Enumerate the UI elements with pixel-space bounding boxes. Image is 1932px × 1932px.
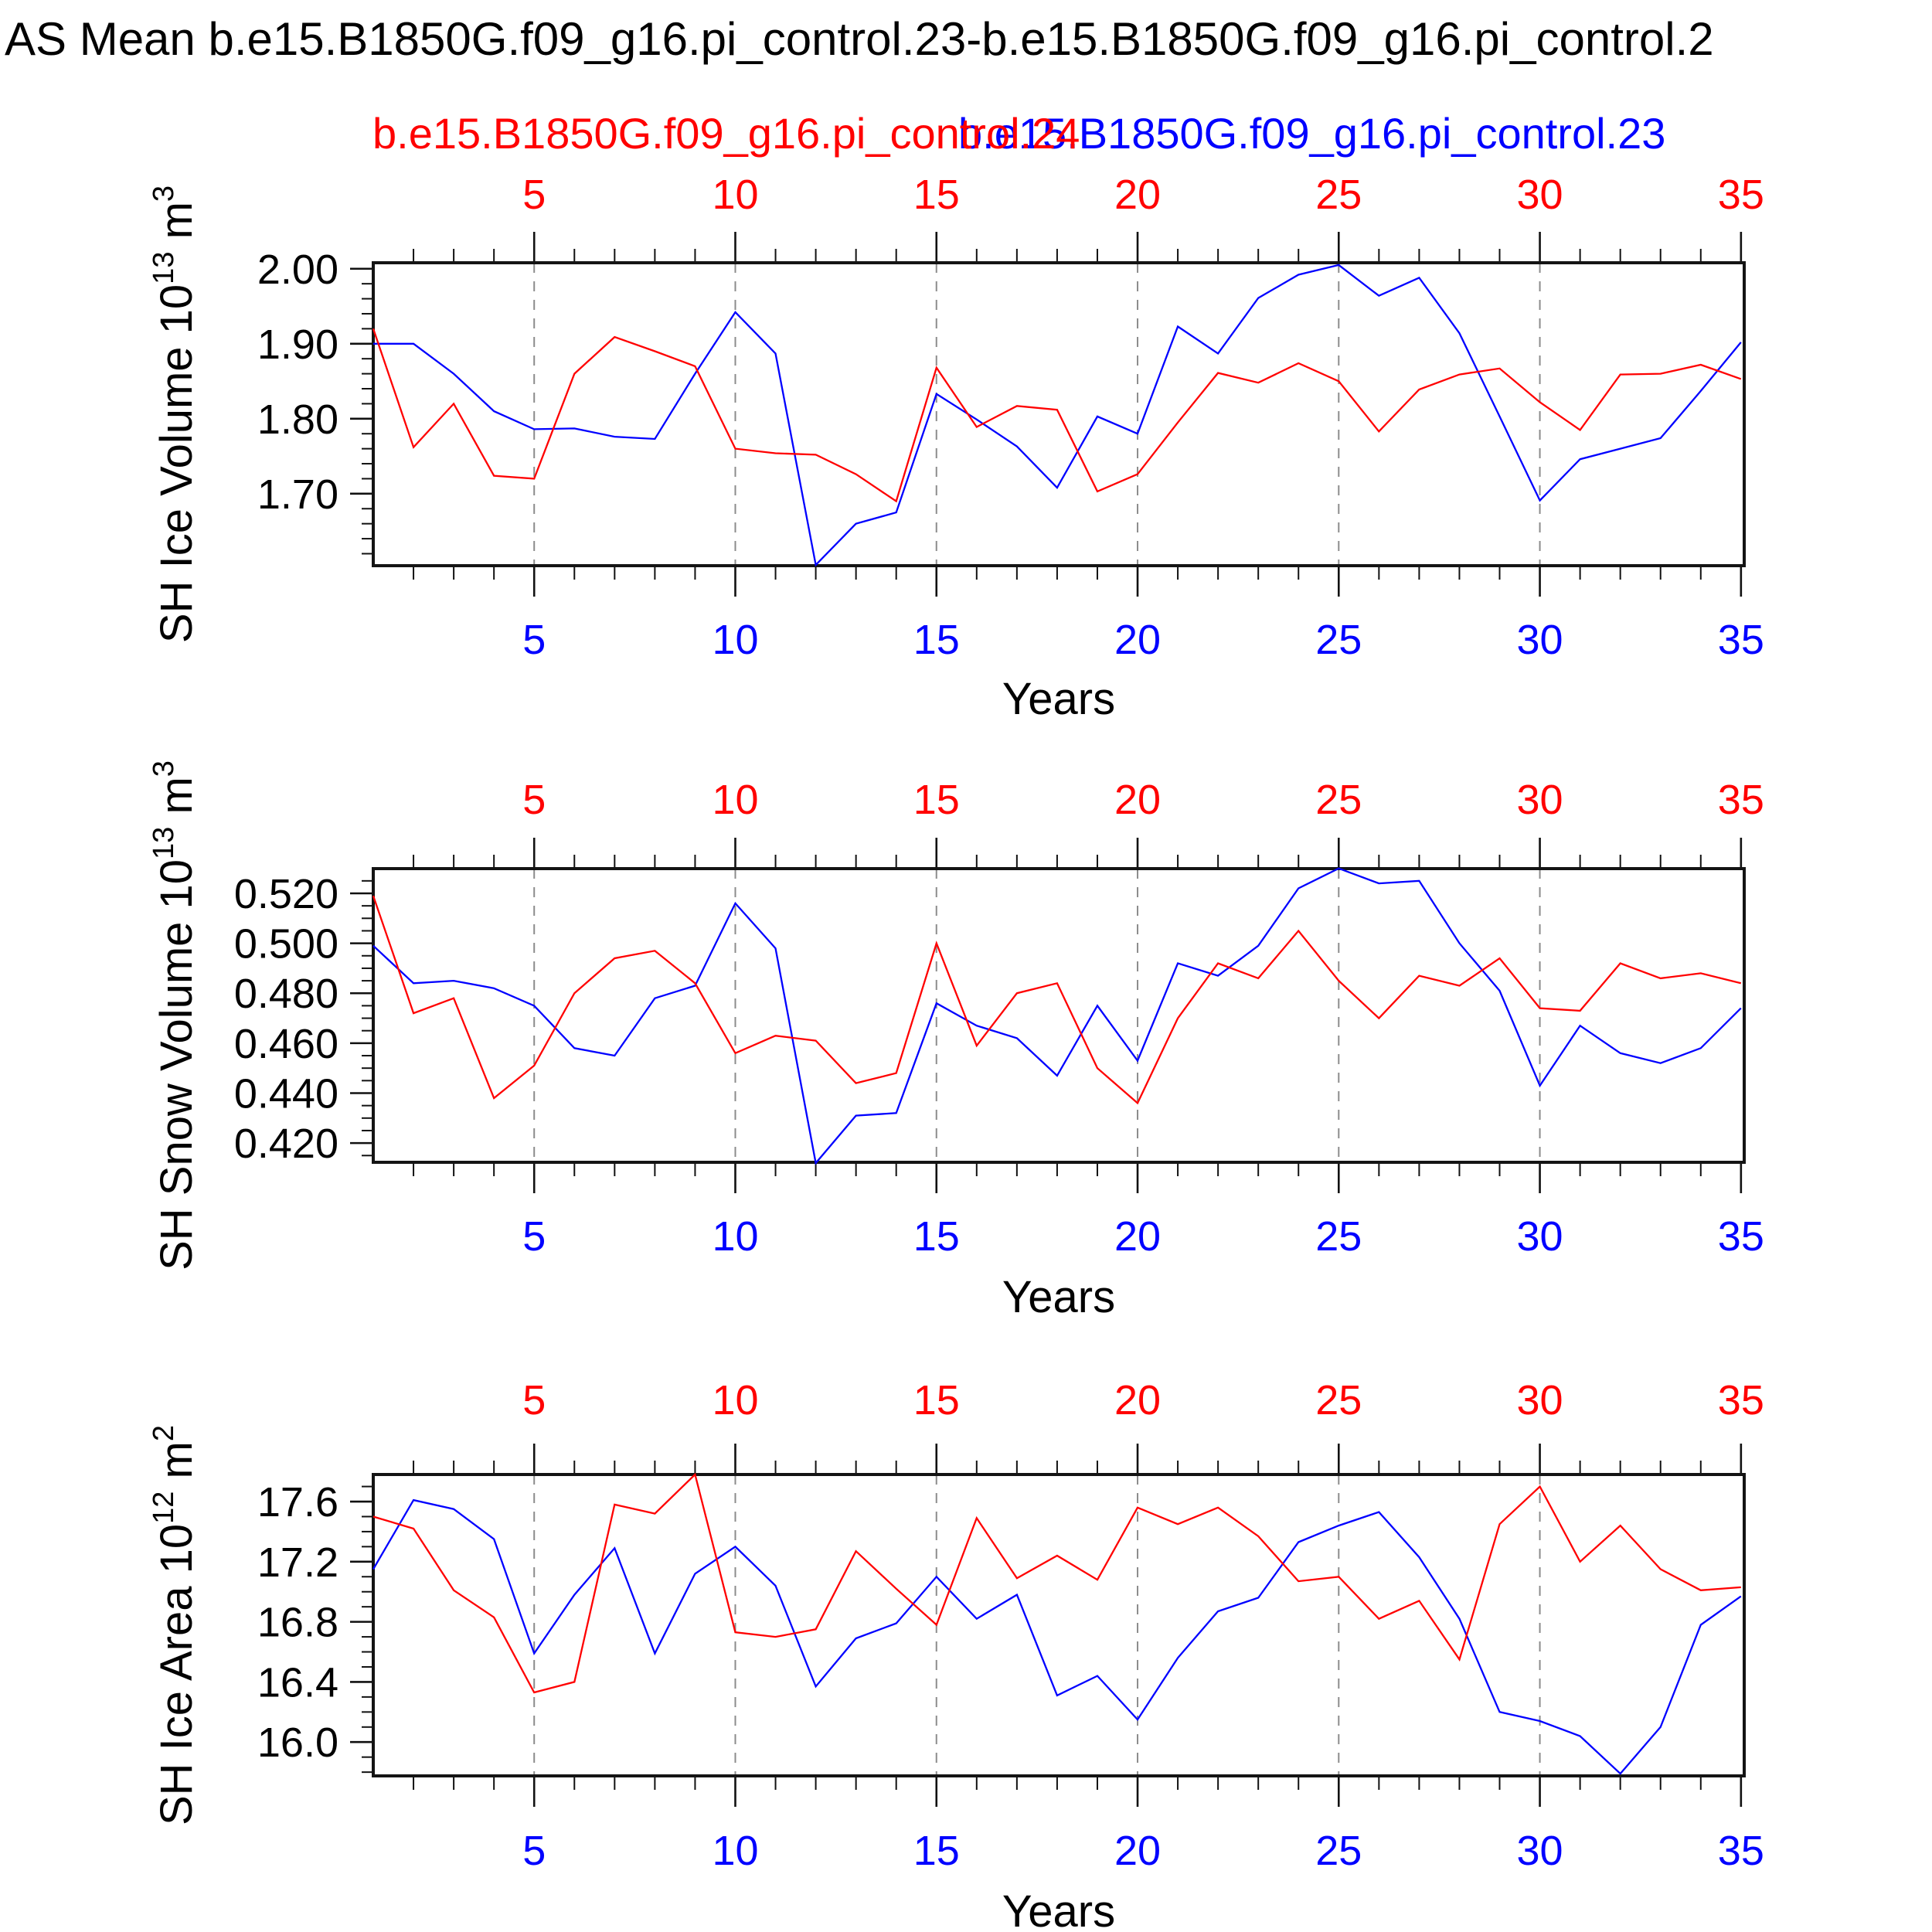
plot-box <box>372 261 1746 567</box>
ytick-label: 0.440 <box>234 1070 338 1117</box>
xtick-label-bottom: 25 <box>1315 1828 1362 1874</box>
ytick-label: 17.2 <box>257 1539 338 1586</box>
xtick-label-top: 35 <box>1718 1377 1764 1423</box>
series-control24-line <box>372 895 1742 1105</box>
xtick-label-top: 35 <box>1718 777 1764 823</box>
legend-label-control23: b.e15.B1850G.f09_g16.pi_control.23 <box>958 109 1666 158</box>
xtick-label-bottom: 35 <box>1718 1828 1764 1874</box>
ytick-label: 0.460 <box>234 1021 338 1067</box>
xtick-label-bottom: 5 <box>522 1828 546 1874</box>
xtick-label-top: 10 <box>712 172 758 218</box>
ytick-label: 16.4 <box>257 1659 338 1706</box>
xtick-label-top: 15 <box>913 777 960 823</box>
xtick-label-bottom: 15 <box>913 1213 960 1260</box>
xtick-label-top: 5 <box>522 777 546 823</box>
xtick-label-bottom: 25 <box>1315 617 1362 663</box>
xtick-label-bottom: 15 <box>913 1828 960 1874</box>
xtick-label-top: 5 <box>522 1377 546 1423</box>
yaxis-title: SH Snow Volume 1013 m3 <box>148 760 202 1270</box>
xtick-label-bottom: 20 <box>1114 1213 1161 1260</box>
ytick-label: 0.500 <box>234 921 338 968</box>
xaxis-title: Years <box>1002 1272 1115 1322</box>
xtick-label-top: 20 <box>1114 172 1161 218</box>
xtick-label-top: 20 <box>1114 1377 1161 1423</box>
ytick-label: 17.6 <box>257 1479 338 1526</box>
series-control24-line <box>372 328 1742 503</box>
xaxis-title: Years <box>1002 1886 1115 1932</box>
xtick-label-top: 30 <box>1517 172 1563 218</box>
series-control23-line <box>373 264 1742 567</box>
xtick-label-top: 30 <box>1517 777 1563 823</box>
xtick-label-bottom: 35 <box>1718 1213 1764 1260</box>
plot-box <box>372 867 1746 1164</box>
xtick-label-top: 35 <box>1718 172 1764 218</box>
xtick-label-bottom: 10 <box>712 617 758 663</box>
xtick-label-bottom: 10 <box>712 1828 758 1874</box>
xtick-label-bottom: 5 <box>522 1213 546 1260</box>
xtick-label-top: 5 <box>522 172 546 218</box>
xtick-label-top: 25 <box>1315 777 1362 823</box>
ytick-label: 16.8 <box>257 1600 338 1646</box>
xtick-label-bottom: 20 <box>1114 1828 1161 1874</box>
xtick-label-bottom: 25 <box>1315 1213 1362 1260</box>
xtick-label-top: 10 <box>712 1377 758 1423</box>
xtick-label-top: 10 <box>712 777 758 823</box>
yaxis-title: SH Ice Area 1012 m2 <box>148 1425 202 1825</box>
ytick-label: 1.90 <box>257 321 338 368</box>
figure-title: AS Mean b.e15.B1850G.f09_g16.pi_control.… <box>5 13 1714 65</box>
xaxis-title: Years <box>1002 674 1115 724</box>
xtick-label-bottom: 30 <box>1517 617 1563 663</box>
xtick-label-bottom: 35 <box>1718 617 1764 663</box>
plot-box <box>372 1473 1746 1777</box>
ytick-label: 2.00 <box>257 247 338 293</box>
ytick-label: 1.80 <box>257 396 338 443</box>
ytick-label: 1.70 <box>257 471 338 518</box>
ytick-label: 0.480 <box>234 971 338 1017</box>
yaxis-title: SH Ice Volume 1013 m3 <box>148 185 202 643</box>
ytick-label: 0.520 <box>234 871 338 917</box>
series-control24-line <box>372 1472 1741 1694</box>
xtick-label-top: 30 <box>1517 1377 1563 1423</box>
xtick-label-bottom: 30 <box>1517 1213 1563 1260</box>
xtick-label-bottom: 20 <box>1114 617 1161 663</box>
xtick-label-bottom: 15 <box>913 617 960 663</box>
xtick-label-top: 20 <box>1114 777 1161 823</box>
xtick-label-bottom: 10 <box>712 1213 758 1260</box>
xtick-label-top: 15 <box>913 172 960 218</box>
series-control23-line <box>372 867 1742 1165</box>
xtick-label-top: 25 <box>1315 1377 1362 1423</box>
xtick-label-bottom: 30 <box>1517 1828 1563 1874</box>
ytick-label: 0.420 <box>234 1121 338 1167</box>
ytick-label: 16.0 <box>257 1719 338 1766</box>
xtick-label-bottom: 5 <box>522 617 546 663</box>
series-control23-line <box>372 1498 1742 1775</box>
xtick-label-top: 15 <box>913 1377 960 1423</box>
xtick-label-top: 25 <box>1315 172 1362 218</box>
legend-label-control24: b.e15.B1850G.f09_g16.pi_control.24 <box>372 109 1080 158</box>
